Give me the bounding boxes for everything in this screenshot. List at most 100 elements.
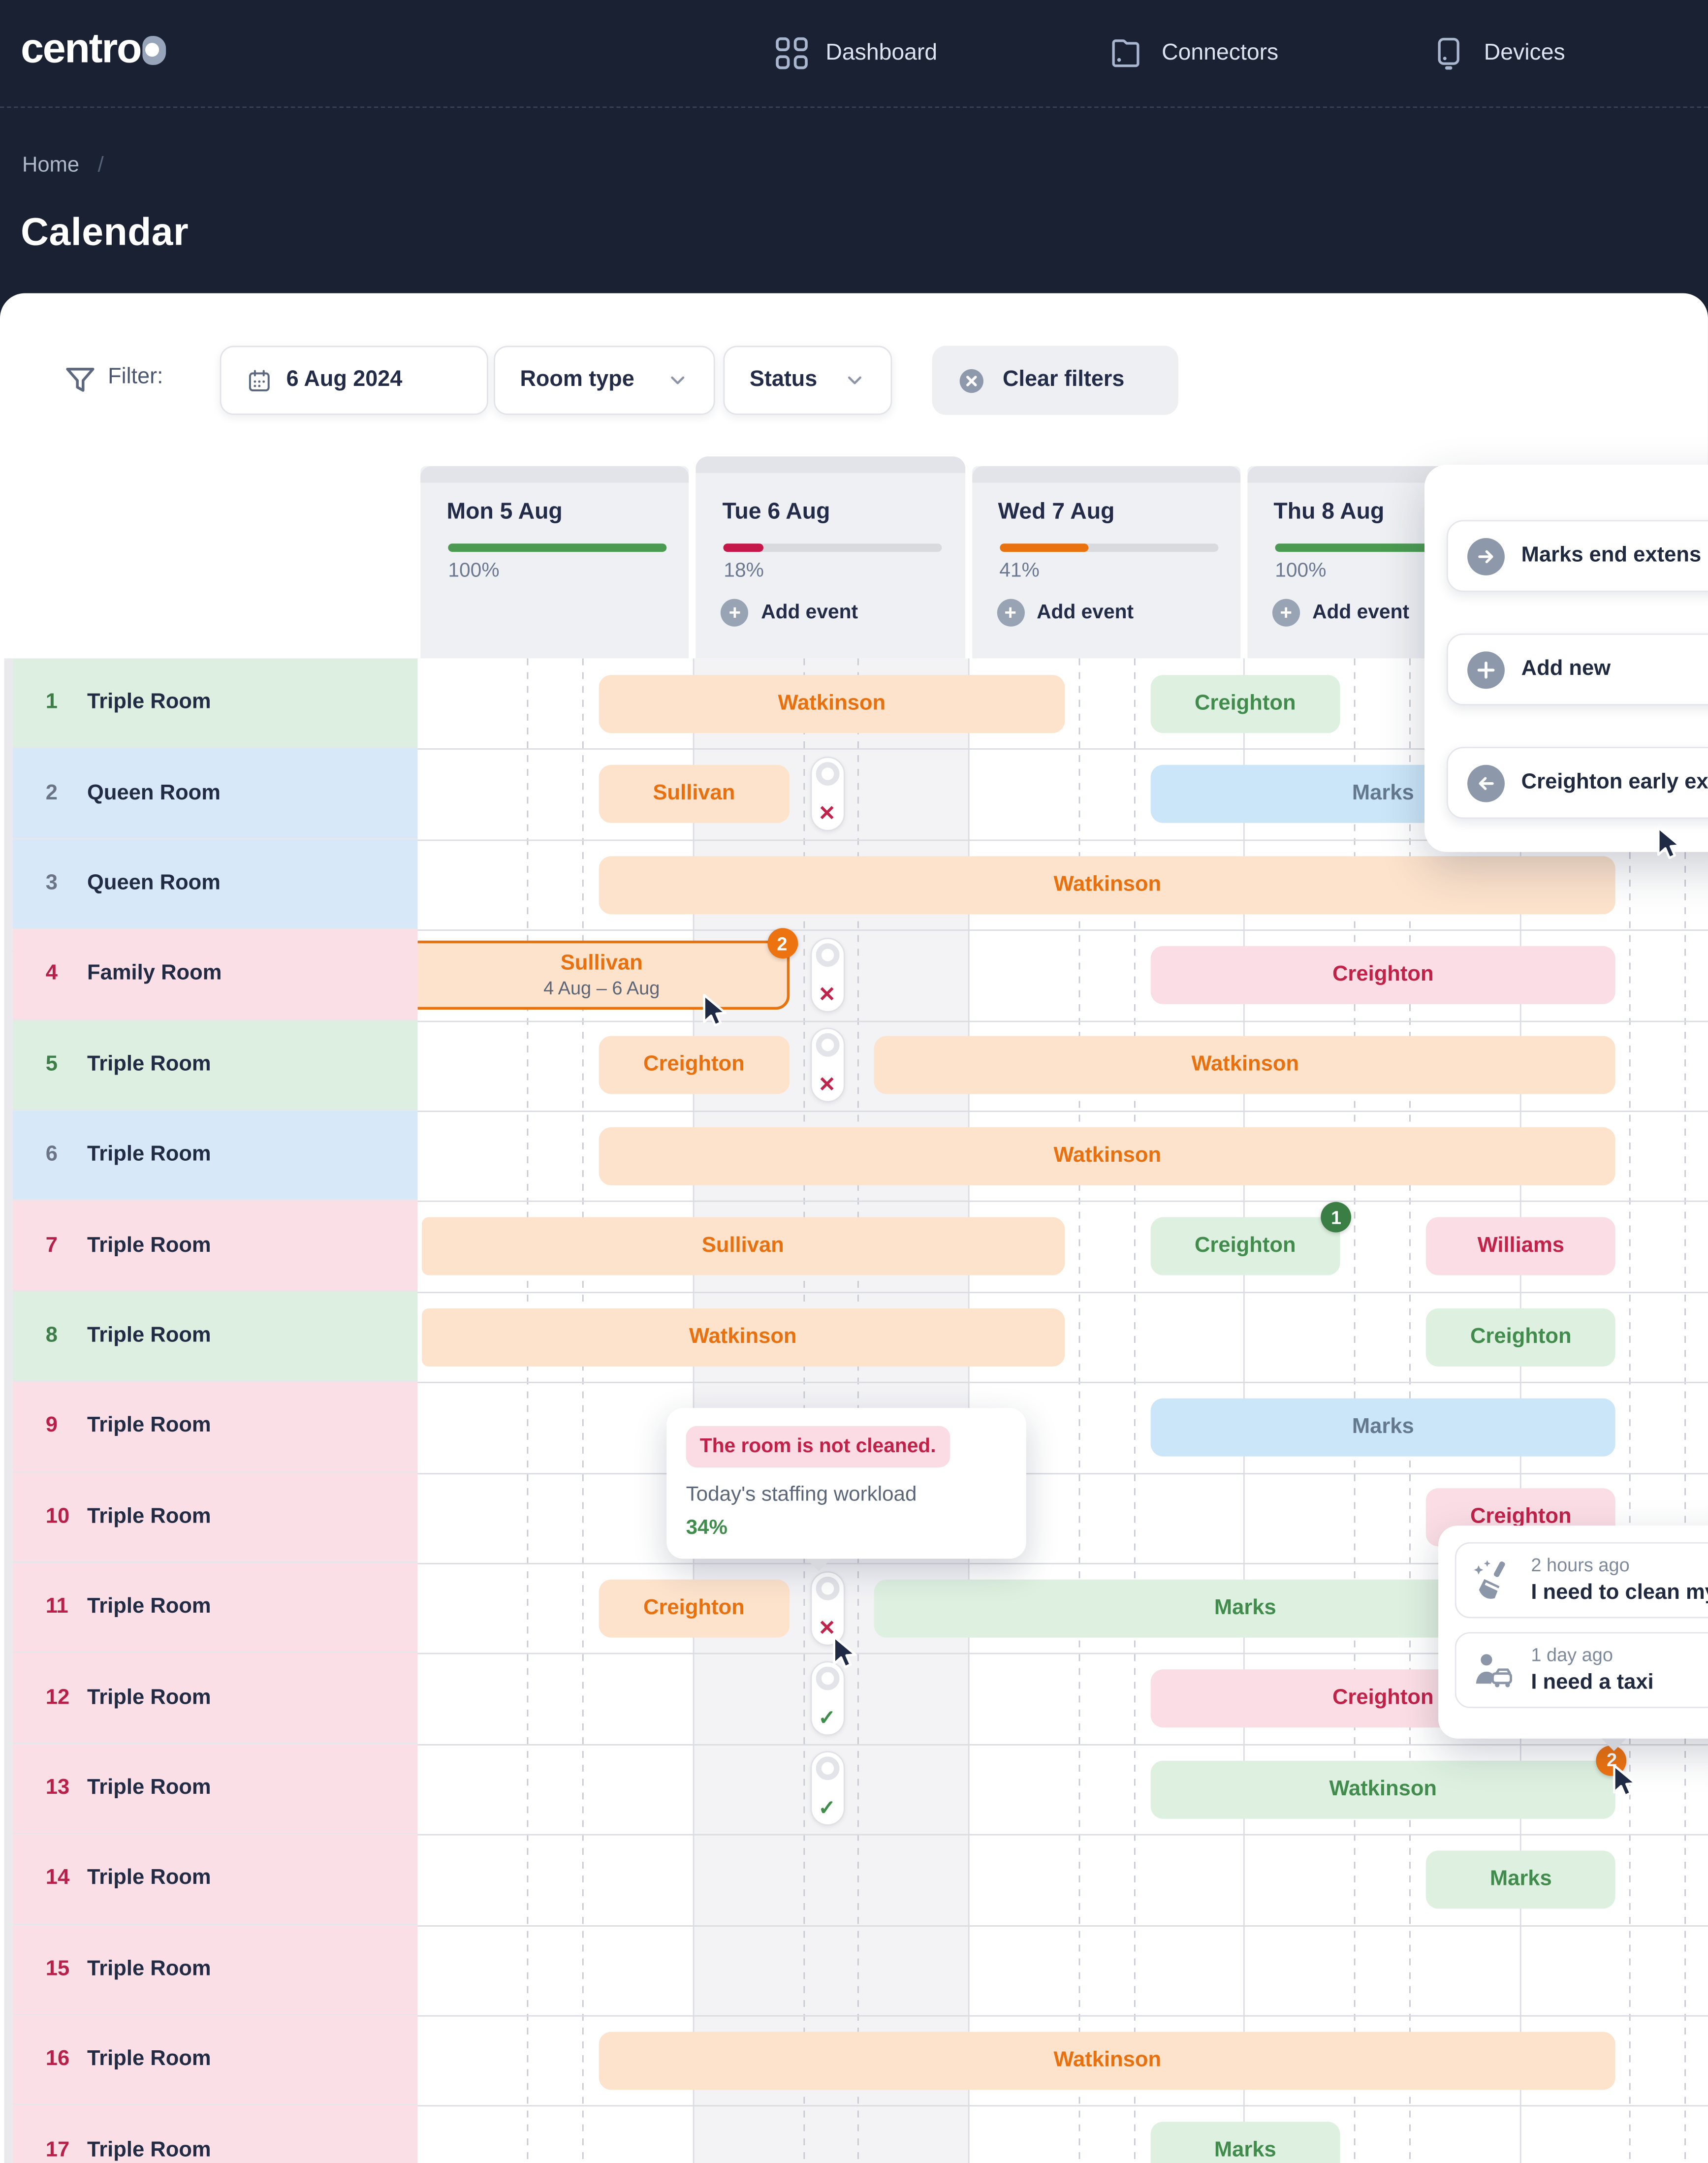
- room-name: Triple Room: [87, 2137, 211, 2162]
- date-filter-value: 6 Aug 2024: [286, 368, 403, 392]
- add-event-button[interactable]: + Add event: [1272, 599, 1409, 627]
- room-name: Triple Room: [87, 1052, 211, 1076]
- room-name: Queen Room: [87, 871, 221, 895]
- booking-bar[interactable]: Watkinson: [874, 1036, 1616, 1095]
- room-type-filter-button[interactable]: Room type: [494, 346, 715, 415]
- room-row[interactable]: 17 Triple Room: [12, 2105, 417, 2163]
- room-row[interactable]: 9 Triple Room: [12, 1382, 417, 1473]
- room-row[interactable]: 5 Triple Room: [12, 1020, 417, 1111]
- occupancy-percent: 18%: [724, 560, 764, 582]
- room-row[interactable]: 1 Triple Room: [12, 658, 417, 749]
- room-row[interactable]: 14 Triple Room: [12, 1834, 417, 1925]
- booking-bar[interactable]: Creighton 1: [1150, 1202, 1352, 1275]
- add-event-button[interactable]: + Add event: [721, 599, 858, 627]
- booking-bar[interactable]: Marks: [1150, 2122, 1340, 2163]
- room-row[interactable]: 15 Triple Room: [12, 1924, 417, 2015]
- status-toggle[interactable]: ✓: [810, 1751, 845, 1826]
- booking-bar[interactable]: Marks: [1150, 1398, 1616, 1457]
- booking-bar[interactable]: Creighton: [1150, 674, 1340, 733]
- room-row[interactable]: 11 Triple Room: [12, 1562, 417, 1654]
- toggle-ring-icon: [815, 943, 839, 967]
- room-name: Triple Room: [87, 1957, 211, 1980]
- tooltip-workload-value: 34%: [686, 1516, 727, 1540]
- room-name: Triple Room: [87, 1233, 211, 1257]
- message-time: 1 day ago: [1531, 1644, 1613, 1665]
- booking-bar[interactable]: Marks: [1425, 1850, 1616, 1909]
- room-number: 1: [45, 690, 58, 714]
- room-row[interactable]: 16 Triple Room: [12, 2015, 417, 2106]
- room-row[interactable]: 4 Family Room: [12, 929, 417, 1020]
- broom-icon: [1473, 1559, 1516, 1602]
- guest-taxi-icon: [1473, 1649, 1516, 1691]
- room-number: 5: [45, 1052, 58, 1076]
- message-item[interactable]: 2 hours ago I need to clean my: [1455, 1542, 1708, 1619]
- action-add-new[interactable]: Add new: [1446, 633, 1708, 705]
- room-name: Triple Room: [87, 1866, 211, 1890]
- booking-bar[interactable]: Watkinson: [421, 1307, 1065, 1366]
- nav-item-connectors[interactable]: Connectors: [1109, 0, 1278, 106]
- guest-name: Sullivan: [653, 781, 735, 805]
- booking-bar[interactable]: Sullivan: [421, 1217, 1065, 1275]
- booking-bar[interactable]: Creighton: [599, 1036, 790, 1095]
- booking-badge[interactable]: 1: [1321, 1202, 1352, 1233]
- connectors-folder-icon: [1109, 36, 1143, 70]
- brand-logo[interactable]: centro: [21, 29, 166, 70]
- breadcrumb-home[interactable]: Home: [22, 153, 80, 177]
- chevron-down-icon: [844, 369, 866, 391]
- status-toggle[interactable]: ✕: [810, 1027, 845, 1103]
- grid-line: [1134, 658, 1135, 2163]
- grid-line: [417, 1472, 1708, 1474]
- add-event-button[interactable]: + Add event: [996, 599, 1134, 627]
- grid-line: [417, 839, 1708, 841]
- nav-item-devices[interactable]: Devices: [1431, 0, 1565, 106]
- plus-icon: +: [1272, 599, 1300, 627]
- room-row[interactable]: 2 Queen Room: [12, 749, 417, 839]
- status-toggle[interactable]: ✕: [810, 1570, 845, 1646]
- status-filter-button[interactable]: Status: [723, 346, 892, 415]
- filter-label: Filter:: [108, 365, 163, 389]
- x-icon: ✕: [818, 802, 836, 826]
- action-creighton-early-exit[interactable]: Creighton early ex: [1446, 747, 1708, 819]
- booking-bar[interactable]: Watkinson: [599, 1127, 1616, 1185]
- booking-bar[interactable]: Sullivan 4 Aug – 6 Aug 2: [417, 928, 797, 1010]
- room-row[interactable]: 7 Triple Room: [12, 1201, 417, 1292]
- booking-bar[interactable]: Sullivan: [599, 765, 790, 824]
- booking-bar[interactable]: Watkinson: [599, 855, 1616, 914]
- guest-name: Creighton: [643, 1053, 745, 1077]
- date-filter-button[interactable]: 6 Aug 2024: [220, 346, 488, 415]
- x-icon: ✕: [818, 1073, 836, 1097]
- room-row[interactable]: 10 Triple Room: [12, 1472, 417, 1563]
- clear-filters-button[interactable]: Clear filters: [932, 346, 1178, 415]
- arrow-left-icon: [1467, 764, 1505, 802]
- status-toggle[interactable]: ✕: [810, 937, 845, 1012]
- grid-line: [417, 749, 1708, 750]
- x-icon: ✕: [818, 1616, 836, 1640]
- message-item[interactable]: 1 day ago I need a taxi: [1455, 1632, 1708, 1708]
- booking-bar[interactable]: Creighton: [1425, 1307, 1616, 1366]
- booking-bar[interactable]: Creighton: [1150, 946, 1616, 1004]
- action-marks-end-extension[interactable]: Marks end extens: [1446, 520, 1708, 592]
- day-tab: [696, 456, 965, 473]
- room-name: Triple Room: [87, 1685, 211, 1709]
- room-row[interactable]: 6 Triple Room: [12, 1111, 417, 1201]
- booking-bar[interactable]: Watkinson: [599, 674, 1065, 733]
- day-label: Mon 5 Aug: [446, 499, 563, 524]
- booking-badge[interactable]: 2: [767, 928, 797, 959]
- room-row[interactable]: 13 Triple Room: [12, 1744, 417, 1835]
- chevron-down-icon: [666, 369, 689, 391]
- booking-bar[interactable]: Watkinson: [599, 2031, 1616, 2090]
- room-row[interactable]: 12 Triple Room: [12, 1653, 417, 1744]
- guest-name: Watkinson: [1053, 872, 1162, 896]
- occupancy-percent: 100%: [1275, 560, 1327, 582]
- booking-bar[interactable]: Watkinson 2: [1150, 1745, 1627, 1818]
- toggle-ring-icon: [815, 1666, 839, 1690]
- day-header: Tue 6 Aug 18% + Add event: [696, 456, 965, 659]
- grid-line: [417, 1834, 1708, 1836]
- booking-bar[interactable]: Creighton: [599, 1579, 790, 1637]
- status-toggle[interactable]: ✕: [810, 756, 845, 831]
- room-row[interactable]: 3 Queen Room: [12, 839, 417, 930]
- booking-bar[interactable]: Williams: [1425, 1217, 1616, 1275]
- room-row[interactable]: 8 Triple Room: [12, 1291, 417, 1382]
- status-toggle[interactable]: ✓: [810, 1661, 845, 1736]
- nav-item-dashboard[interactable]: Dashboard: [774, 0, 937, 106]
